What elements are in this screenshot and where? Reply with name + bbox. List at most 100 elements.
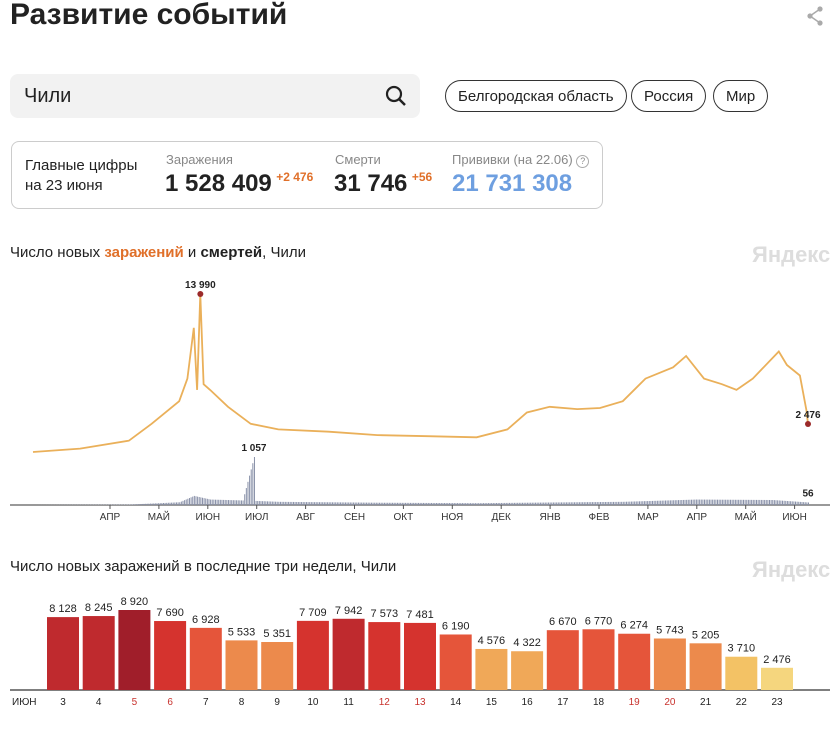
bar bbox=[725, 656, 758, 690]
deaths-bar bbox=[242, 500, 244, 505]
deaths-bar bbox=[297, 501, 299, 505]
deaths-bar bbox=[195, 496, 197, 505]
deaths-bar bbox=[445, 503, 447, 505]
deaths-bar bbox=[302, 502, 304, 505]
deaths-bar bbox=[159, 503, 161, 505]
deaths-bar bbox=[496, 503, 498, 505]
deaths-bar bbox=[505, 502, 507, 505]
deaths-bar bbox=[406, 502, 408, 505]
deaths-bar bbox=[556, 502, 558, 505]
question-icon[interactable]: ? bbox=[576, 155, 590, 168]
annotation-dot bbox=[805, 421, 811, 428]
deaths-bar bbox=[702, 499, 704, 505]
deaths-bar bbox=[236, 500, 238, 505]
bar-value-label: 6 274 bbox=[620, 620, 648, 632]
deaths-bar bbox=[344, 502, 346, 505]
deaths-bar bbox=[697, 499, 699, 505]
deaths-bar bbox=[341, 502, 343, 505]
deaths-bar bbox=[390, 502, 392, 505]
deaths-bar bbox=[533, 502, 535, 505]
deaths-bar bbox=[604, 501, 606, 505]
deaths-bar bbox=[250, 469, 252, 505]
stats-date: на 23 июня bbox=[25, 177, 103, 194]
region-button-world[interactable]: Мир bbox=[713, 80, 769, 112]
deaths-bar bbox=[239, 500, 241, 505]
bar bbox=[511, 651, 544, 690]
x-tick-label: 13 bbox=[414, 697, 426, 708]
deaths-bar bbox=[271, 501, 273, 505]
deaths-bar bbox=[668, 500, 670, 505]
deaths-bar bbox=[133, 504, 135, 505]
deaths-bar bbox=[162, 503, 164, 505]
deaths-bar bbox=[411, 502, 413, 505]
deaths-bar bbox=[317, 502, 319, 505]
deaths-bar bbox=[383, 502, 385, 505]
region-button-russia[interactable]: Россия bbox=[631, 80, 707, 112]
deaths-bar bbox=[525, 502, 527, 505]
x-tick-label: 3 bbox=[60, 697, 66, 708]
deaths-bar bbox=[330, 502, 332, 505]
deaths-bar bbox=[266, 501, 268, 505]
deaths-bar bbox=[613, 501, 615, 505]
deaths-bar bbox=[544, 502, 546, 505]
deaths-bar bbox=[153, 503, 155, 505]
deaths-bar bbox=[481, 503, 483, 505]
region-button-belgorod[interactable]: Белгородская область bbox=[445, 80, 627, 112]
deaths-bar bbox=[522, 502, 524, 505]
deaths-bar bbox=[713, 499, 715, 505]
deaths-bar bbox=[166, 502, 168, 505]
deaths-bar bbox=[468, 503, 470, 505]
deaths-bar bbox=[221, 499, 223, 505]
deaths-bar bbox=[629, 501, 631, 505]
deaths-bar bbox=[546, 502, 548, 505]
page-title: Развитие событий bbox=[10, 0, 288, 31]
deaths-bar bbox=[263, 501, 265, 505]
deaths-bar bbox=[666, 500, 668, 505]
deaths-bar bbox=[808, 502, 809, 505]
search-input[interactable]: Чили bbox=[10, 74, 420, 118]
deaths-bar bbox=[705, 499, 707, 505]
deaths-bar bbox=[744, 499, 746, 505]
deaths-bar bbox=[754, 499, 756, 505]
deaths-bar bbox=[305, 502, 307, 505]
deaths-bar bbox=[630, 501, 632, 505]
deaths-bar bbox=[229, 500, 231, 505]
deaths-bar bbox=[530, 502, 532, 505]
deaths-bar bbox=[652, 500, 654, 505]
annotation-label: 2 476 bbox=[795, 410, 820, 421]
x-tick-label: НОЯ bbox=[441, 512, 463, 523]
deaths-bar bbox=[253, 457, 255, 505]
deaths-bar bbox=[327, 502, 329, 505]
x-tick-label: 15 bbox=[486, 697, 498, 708]
bar bbox=[653, 638, 686, 690]
deaths-bar bbox=[427, 502, 429, 505]
deaths-bar bbox=[476, 503, 478, 505]
share-icon[interactable] bbox=[806, 6, 824, 32]
deaths-bar bbox=[770, 499, 772, 505]
bar-value-label: 7 709 bbox=[299, 607, 327, 619]
deaths-bar bbox=[361, 502, 363, 505]
x-tick-label: ЯНВ bbox=[540, 512, 561, 523]
deaths-bar bbox=[294, 501, 296, 505]
deaths-bar bbox=[405, 502, 407, 505]
deaths-bar bbox=[135, 504, 137, 505]
deaths-bar bbox=[565, 502, 567, 505]
deaths-bar bbox=[603, 502, 605, 505]
bar-value-label: 8 245 bbox=[85, 602, 113, 614]
deaths-bar bbox=[458, 503, 460, 505]
deaths-bar bbox=[746, 499, 748, 505]
deaths-bar bbox=[312, 502, 314, 505]
deaths-bar bbox=[572, 502, 574, 505]
deaths-bar bbox=[353, 502, 355, 505]
deaths-bar bbox=[608, 501, 610, 505]
deaths-bar bbox=[370, 502, 372, 505]
search-icon[interactable] bbox=[384, 84, 408, 108]
deaths-bar bbox=[309, 502, 311, 505]
deaths-bar bbox=[671, 500, 673, 505]
deaths-bar bbox=[169, 502, 171, 505]
deaths-bar bbox=[310, 502, 312, 505]
x-tick-label: МАЙ bbox=[735, 510, 757, 523]
deaths-bar bbox=[600, 502, 602, 505]
deaths-bar bbox=[366, 502, 368, 505]
deaths-bar bbox=[492, 503, 494, 505]
